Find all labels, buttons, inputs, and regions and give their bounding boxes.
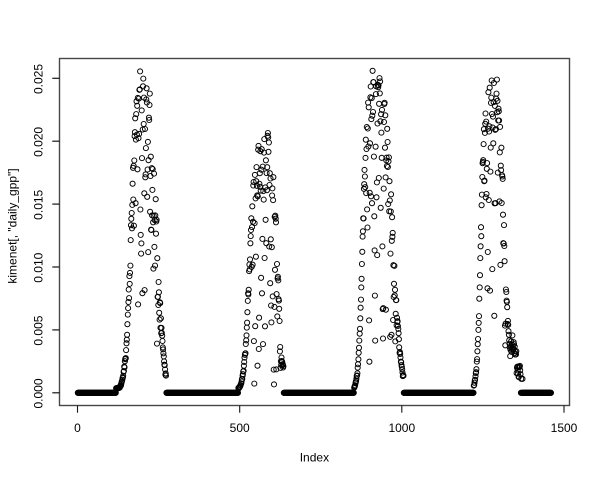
svg-text:1000: 1000 xyxy=(388,421,415,435)
svg-text:0.010: 0.010 xyxy=(31,252,45,282)
svg-text:0.015: 0.015 xyxy=(31,189,45,219)
svg-text:0.020: 0.020 xyxy=(31,127,45,157)
svg-text:0.005: 0.005 xyxy=(31,315,45,345)
svg-text:0.025: 0.025 xyxy=(31,64,45,94)
svg-text:kimenet[, "daily_gpp"]: kimenet[, "daily_gpp"] xyxy=(6,168,20,283)
svg-text:1500: 1500 xyxy=(551,421,578,435)
svg-text:0.000: 0.000 xyxy=(31,378,45,408)
svg-text:Index: Index xyxy=(300,450,329,464)
svg-text:0: 0 xyxy=(74,421,81,435)
svg-text:500: 500 xyxy=(230,421,250,435)
